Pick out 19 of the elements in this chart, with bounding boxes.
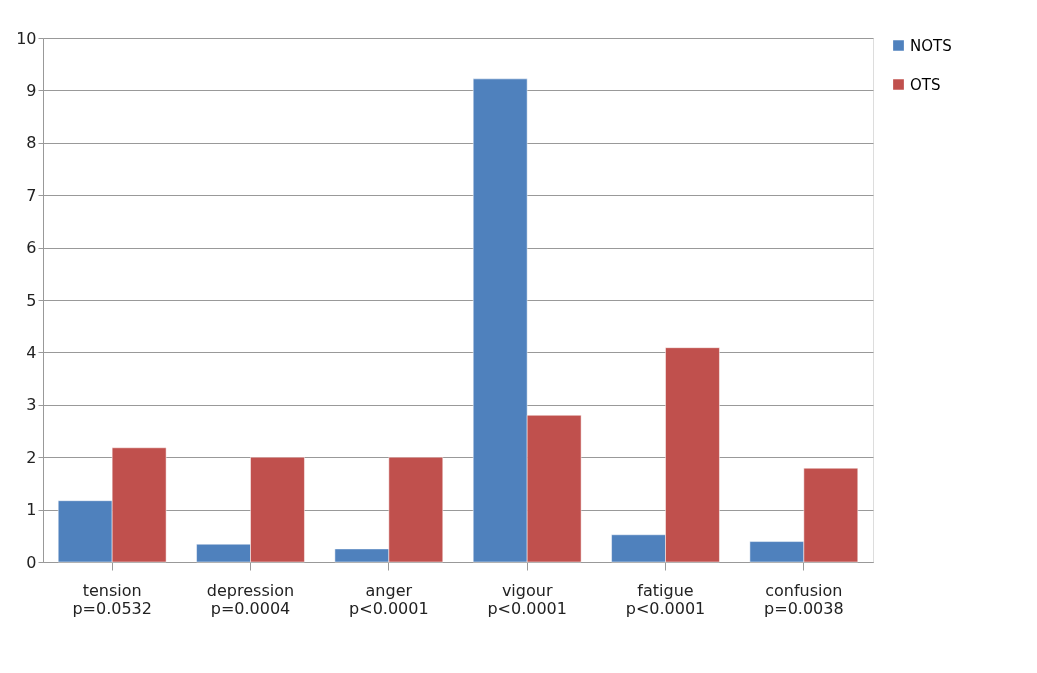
y-tick-label: 8	[26, 133, 37, 153]
y-tick-label: 3	[26, 395, 37, 415]
legend-label: OTS	[910, 75, 941, 94]
y-tick-label: 5	[26, 290, 37, 310]
x-tick-label: depression p=0.0004	[206, 580, 295, 618]
y-tick-label: 4	[26, 342, 37, 362]
x-tick-label: vigour p<0.0001	[487, 580, 567, 618]
x-tick-label: confusion p=0.0038	[764, 580, 844, 618]
x-tick-label: anger p<0.0001	[349, 580, 429, 618]
y-tick-label: 7	[26, 185, 37, 205]
y-tick-label: 10	[16, 28, 37, 48]
legend-label: NOTS	[910, 36, 952, 55]
x-tick-label: fatigue p<0.0001	[625, 580, 706, 618]
x-tick-label: tension p=0.0532	[72, 580, 152, 618]
y-tick-label: 2	[26, 447, 37, 467]
y-tick-label: 1	[26, 500, 37, 520]
y-tick-label: 6	[26, 238, 37, 258]
y-tick-label: 9	[26, 80, 37, 100]
y-tick-label: 0	[26, 552, 37, 572]
